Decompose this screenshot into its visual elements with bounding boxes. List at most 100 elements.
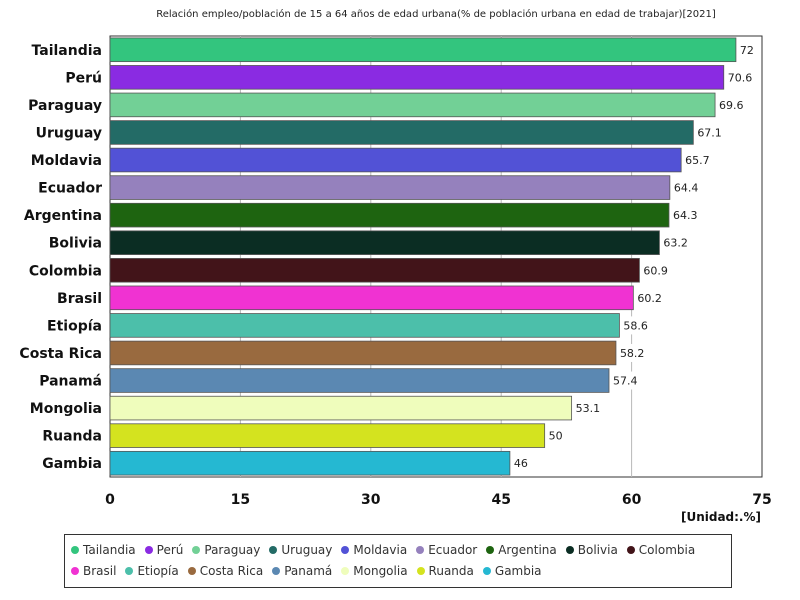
bars bbox=[109, 37, 737, 476]
legend-item: Perú bbox=[144, 542, 184, 557]
chart-title: Relación empleo/población de 15 a 64 año… bbox=[156, 8, 716, 20]
bar bbox=[109, 395, 573, 421]
x-tick-label: 30 bbox=[361, 492, 381, 508]
legend-swatch bbox=[187, 566, 196, 575]
value-label: 58.2 bbox=[620, 347, 645, 360]
value-label: 57.4 bbox=[613, 375, 638, 388]
legend-item: Gambia bbox=[482, 563, 542, 578]
bar bbox=[109, 175, 671, 200]
value-label: 50 bbox=[549, 430, 563, 443]
legend-label: Costa Rica bbox=[199, 563, 264, 578]
value-labels: 72 70.6 69.6 67.1 65.7 64.4 64.3 63.2 60.9 60.2 58… bbox=[510, 40, 759, 473]
legend-label: Moldavia bbox=[353, 542, 408, 557]
value-label-background bbox=[634, 288, 669, 307]
value-label-background bbox=[682, 151, 717, 170]
value-label-background bbox=[545, 426, 566, 445]
legend-label: Ecuador bbox=[428, 542, 478, 557]
value-label-background bbox=[724, 68, 759, 87]
bar bbox=[109, 423, 546, 448]
bar bbox=[109, 368, 610, 393]
legend-item: Moldavia bbox=[341, 542, 407, 557]
category-label: Colombia bbox=[29, 263, 102, 279]
bar bbox=[109, 230, 660, 255]
x-tick-label: 15 bbox=[231, 492, 250, 508]
value-label: 65.7 bbox=[685, 154, 710, 167]
value-label: 46 bbox=[514, 457, 528, 470]
legend-item: Paraguay bbox=[192, 542, 260, 557]
category-label: Costa Rica bbox=[19, 346, 102, 362]
bar bbox=[109, 147, 682, 173]
legend-item: Uruguay bbox=[269, 542, 332, 557]
x-axis-ticks: 0 15 30 45 60 75 bbox=[105, 492, 772, 508]
category-label: Tailandia bbox=[32, 43, 102, 59]
legend-item: Ruanda bbox=[416, 563, 474, 578]
legend-item: Mongolia bbox=[341, 563, 408, 578]
category-label: Argentina bbox=[24, 208, 102, 224]
legend-swatch bbox=[416, 545, 425, 554]
value-label: 64.3 bbox=[673, 209, 698, 222]
legend: Tailandia Perú Paraguay Uruguay Moldavia Ecua… bbox=[64, 534, 732, 588]
value-label: 53.1 bbox=[576, 402, 601, 415]
legend-swatch bbox=[486, 545, 495, 554]
legend-swatch bbox=[71, 545, 79, 554]
category-label: Paraguay bbox=[28, 98, 102, 114]
value-label-background bbox=[620, 316, 655, 335]
category-label: Moldavia bbox=[31, 153, 102, 169]
legend-swatch bbox=[272, 566, 281, 575]
value-label-background bbox=[660, 233, 695, 252]
bar bbox=[109, 340, 617, 366]
legend-swatch bbox=[192, 545, 201, 554]
value-label-background bbox=[609, 371, 644, 390]
value-label: 60.9 bbox=[643, 264, 668, 277]
category-labels: Tailandia Perú Paraguay Uruguay Moldavia Ecua… bbox=[19, 43, 102, 472]
value-label: 69.6 bbox=[719, 99, 744, 112]
bar-chart: Relación empleo/población de 15 a 64 año… bbox=[19, 8, 772, 524]
category-label: Ecuador bbox=[38, 181, 102, 197]
value-label-background bbox=[694, 123, 729, 142]
bar bbox=[109, 285, 634, 311]
value-label: 60.2 bbox=[637, 292, 662, 305]
category-label: Mongolia bbox=[30, 401, 102, 417]
bar bbox=[109, 313, 620, 338]
legend-label: Mongolia bbox=[353, 563, 408, 578]
legend-swatch bbox=[144, 545, 153, 554]
legend-swatch bbox=[125, 566, 134, 575]
legend-swatch bbox=[416, 566, 425, 575]
bar bbox=[109, 120, 694, 145]
legend-item: Tailandia bbox=[71, 542, 136, 557]
value-label-background bbox=[670, 178, 705, 197]
legend-item: Argentina bbox=[486, 542, 557, 557]
legend-item: Ecuador bbox=[416, 542, 477, 557]
value-label-background bbox=[640, 261, 675, 280]
legend-label: Brasil bbox=[83, 563, 117, 578]
bar bbox=[109, 37, 737, 63]
legend-swatch bbox=[565, 545, 574, 554]
legend-label: Etiopía bbox=[137, 563, 179, 578]
value-label: 70.6 bbox=[728, 71, 753, 84]
category-label: Bolivia bbox=[49, 236, 102, 252]
legend-label: Ruanda bbox=[428, 563, 474, 578]
legend-swatch bbox=[71, 566, 79, 575]
legend-label: Paraguay bbox=[204, 542, 261, 557]
bar bbox=[109, 450, 511, 476]
legend-label: Uruguay bbox=[281, 542, 333, 557]
value-label-background bbox=[736, 40, 757, 59]
category-label: Brasil bbox=[57, 291, 102, 307]
legend-swatch bbox=[269, 545, 278, 554]
legend-label: Bolivia bbox=[577, 542, 618, 557]
category-label: Ruanda bbox=[42, 429, 102, 445]
category-label: Perú bbox=[65, 70, 102, 86]
value-label-background bbox=[716, 95, 751, 114]
bar bbox=[109, 202, 670, 228]
value-label-background bbox=[510, 454, 531, 473]
bar bbox=[109, 92, 716, 118]
legend-label: Gambia bbox=[494, 563, 542, 578]
legend-label: Colombia bbox=[638, 542, 696, 557]
value-label-background bbox=[669, 206, 704, 225]
x-tick-label: 60 bbox=[622, 492, 642, 508]
value-label: 58.6 bbox=[623, 319, 648, 332]
value-label-background bbox=[616, 343, 651, 362]
legend-label: Perú bbox=[156, 542, 184, 557]
legend-label: Argentina bbox=[498, 542, 557, 557]
